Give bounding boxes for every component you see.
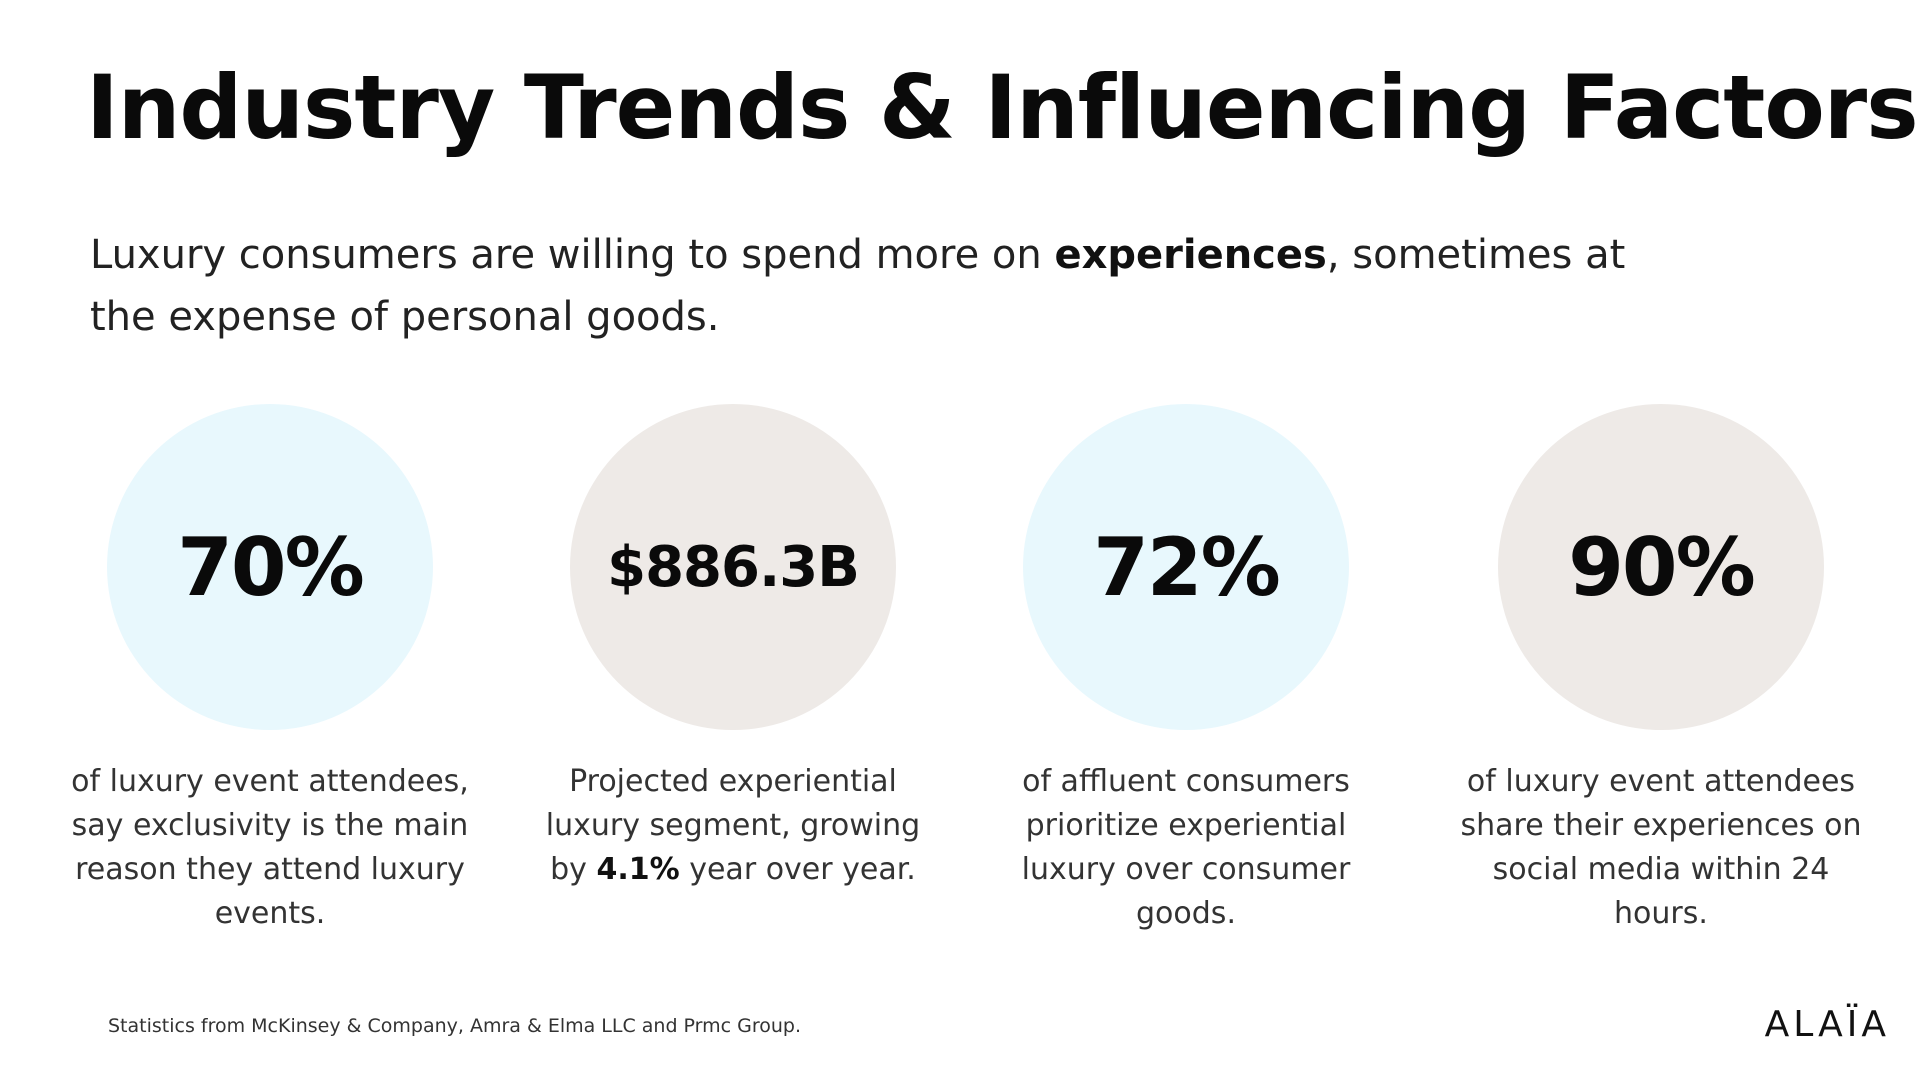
stat-card-social: 90% of luxury event attendees share thei…: [1451, 404, 1871, 936]
stat-circle: 72%: [1023, 404, 1349, 730]
stat-circle: 90%: [1498, 404, 1824, 730]
stat-card-exclusivity: 70% of luxury event attendees, say exclu…: [60, 404, 480, 936]
stat-description-emphasis: 4.1%: [596, 852, 680, 887]
stats-row: 70% of luxury event attendees, say exclu…: [60, 404, 1920, 964]
stat-value: 90%: [1568, 520, 1755, 614]
stat-value: 72%: [1093, 520, 1280, 614]
brand-logo: ALAÏA: [1764, 1004, 1890, 1045]
stat-description-text: Projected experiential luxury segment, g…: [545, 764, 921, 887]
stat-description: of luxury event attendees, say exclusivi…: [71, 764, 469, 931]
stat-description-text-end: year over year.: [679, 852, 916, 887]
source-note: Statistics from McKinsey & Company, Amra…: [108, 1015, 802, 1037]
stat-circle: 70%: [107, 404, 433, 730]
stat-card-affluent: 72% of affluent consumers prioritize exp…: [976, 404, 1396, 936]
stat-description: of luxury event attendees share their ex…: [1460, 764, 1862, 931]
subtitle-text-end: , sometimes at the expense of personal g…: [90, 232, 1626, 340]
stat-circle: $886.3B: [570, 404, 896, 730]
stat-value: $886.3B: [607, 534, 860, 600]
slide-subtitle: Luxury consumers are willing to spend mo…: [90, 224, 1650, 348]
stat-description: Projected experiential luxury segment, g…: [523, 760, 943, 892]
stat-value: 70%: [177, 520, 364, 614]
subtitle-text: Luxury consumers are willing to spend mo…: [90, 232, 1055, 278]
stat-description: of affluent consumers prioritize experie…: [1021, 764, 1351, 931]
stat-card-segment: $886.3B Projected experiential luxury se…: [523, 404, 943, 892]
slide-title: Industry Trends & Influencing Factors: [86, 56, 1919, 159]
subtitle-emphasis: experiences: [1054, 232, 1327, 278]
